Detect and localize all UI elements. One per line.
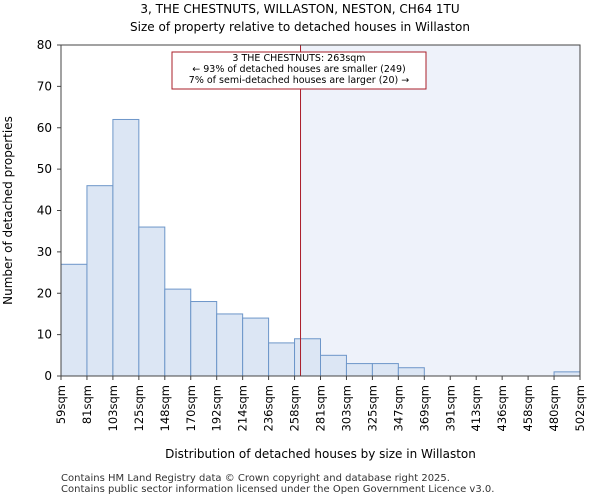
y-tick-label: 80: [37, 38, 52, 52]
bar-281sqm: [320, 354, 347, 377]
x-tick-label: 303sqm: [339, 385, 353, 431]
x-tick-label: 436sqm: [495, 385, 509, 431]
x-tick-label: 236sqm: [262, 385, 276, 431]
bar-480sqm: [553, 371, 581, 377]
bar-103sqm: [112, 118, 140, 377]
larger-properties-region: [300, 45, 580, 376]
bar-148sqm: [164, 288, 192, 377]
footer-copyright: Contains HM Land Registry data © Crown c…: [61, 473, 450, 484]
chart-title: Size of property relative to detached ho…: [130, 20, 470, 34]
y-axis: 0 10 20 30 40 50 60 70 80: [37, 38, 61, 383]
x-tick-label: 369sqm: [417, 385, 431, 431]
x-tick-label: 103sqm: [106, 385, 120, 431]
bar-192sqm: [216, 313, 244, 377]
footer-licence: Contains public sector information licen…: [61, 484, 495, 495]
annotation-line-3: 7% of semi-detached houses are larger (2…: [189, 75, 409, 86]
bar-236sqm: [268, 342, 296, 377]
x-tick-label: 325sqm: [365, 385, 379, 431]
x-tick-label: 59sqm: [54, 385, 68, 424]
x-tick-label: 258sqm: [288, 385, 302, 431]
x-tick-label: 347sqm: [391, 385, 405, 431]
y-tick-label: 50: [37, 162, 52, 176]
x-tick-label: 125sqm: [132, 385, 146, 431]
bar-214sqm: [242, 317, 270, 377]
x-axis-label: Distribution of detached houses by size …: [165, 447, 476, 461]
marker-annotation: 3 THE CHESTNUTS: 263sqm ← 93% of detache…: [171, 51, 427, 90]
bar-303sqm: [345, 363, 373, 377]
x-tick-label: 502sqm: [573, 385, 587, 431]
x-tick-label: 81sqm: [80, 385, 94, 424]
x-tick-label: 458sqm: [521, 385, 535, 431]
x-tick-label: 170sqm: [184, 385, 198, 431]
y-tick-label: 60: [37, 121, 52, 135]
x-tick-label: 192sqm: [210, 385, 224, 431]
y-axis-label: Number of detached properties: [1, 116, 15, 305]
bars-group: [60, 118, 581, 377]
bar-125sqm: [138, 226, 166, 377]
annotation-line-2: ← 93% of detached houses are smaller (24…: [192, 64, 405, 75]
y-tick-label: 70: [37, 79, 52, 93]
bar-59sqm: [60, 263, 88, 377]
x-tick-label: 281sqm: [314, 385, 328, 431]
y-tick-label: 30: [37, 245, 52, 259]
y-tick-label: 40: [37, 204, 52, 218]
x-tick-label: 214sqm: [236, 385, 250, 431]
x-tick-label: 413sqm: [469, 385, 483, 431]
x-tick-label: 148sqm: [158, 385, 172, 431]
y-tick-label: 0: [44, 369, 52, 383]
annotation-box: [171, 51, 427, 90]
y-tick-label: 10: [37, 328, 52, 342]
x-tick-label: 480sqm: [547, 385, 561, 431]
y-tick-label: 20: [37, 286, 52, 300]
bar-170sqm: [190, 301, 218, 377]
bar-325sqm: [371, 363, 399, 377]
annotation-line-1: 3 THE CHESTNUTS: 263sqm: [232, 53, 365, 64]
x-axis: 59sqm 81sqm 103sqm 125sqm 148sqm 170sqm 192sqm…: [54, 376, 587, 431]
bar-81sqm: [86, 185, 114, 377]
x-tick-label: 391sqm: [443, 385, 457, 431]
chart-title-address: 3, THE CHESTNUTS, WILLASTON, NESTON, CH6…: [140, 2, 460, 16]
bar-258sqm: [294, 338, 321, 377]
bar-347sqm: [397, 367, 425, 377]
